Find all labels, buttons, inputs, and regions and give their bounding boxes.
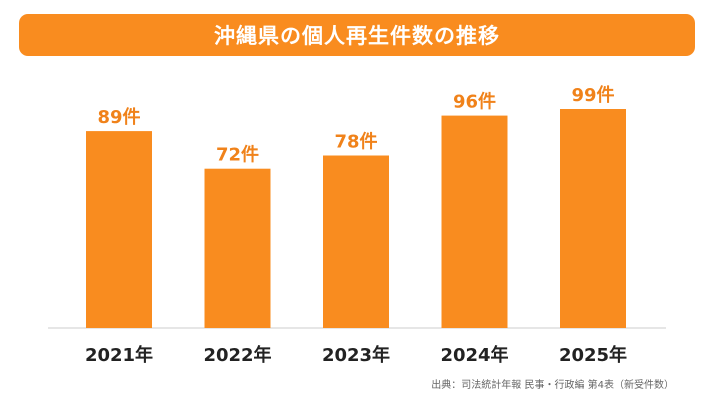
bar-4 [441,115,508,328]
chart-title: 沖縄県の個人再生件数の推移 [214,24,500,48]
data-label-4: 96件 [453,91,496,113]
data-label-5: 99件 [571,84,614,106]
data-label-3: 78件 [334,131,377,153]
bar-2 [204,168,271,328]
data-label-2: 72件 [216,144,259,166]
bar-1 [86,131,152,328]
chart-title-bar: 沖縄県の個人再生件数の推移 [19,14,695,56]
bar-5 [560,109,626,328]
x-tick-label-3: 2023年 [322,344,390,366]
bar-3 [323,155,389,328]
x-tick-label-4: 2024年 [440,344,508,366]
data-label-1: 89件 [97,106,140,128]
source-note: 出典：司法統計年報 民事・行政編 第4表（新受件数） [431,380,674,391]
x-tick-label-5: 2025年 [559,344,627,366]
x-tick-label-2: 2022年 [203,344,271,366]
x-tick-label-1: 2021年 [85,344,153,366]
